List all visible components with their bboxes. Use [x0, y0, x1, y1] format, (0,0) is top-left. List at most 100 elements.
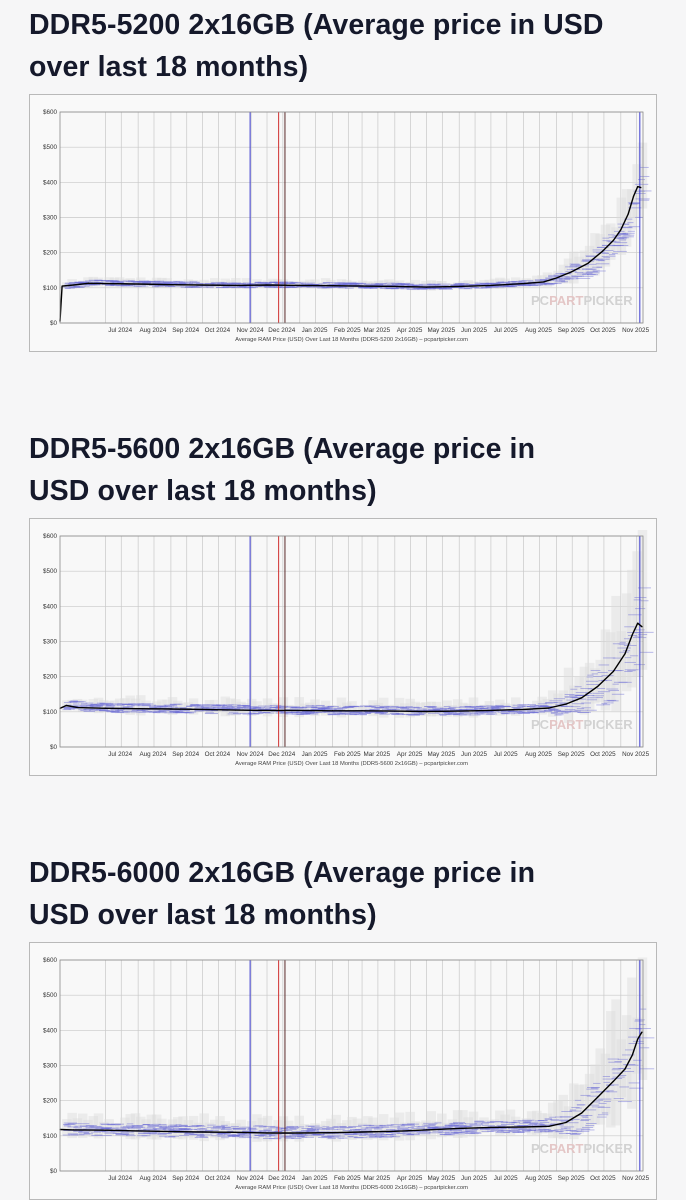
- plot-frame: [59, 959, 644, 1172]
- price-range-band: [463, 1117, 473, 1134]
- price-range-band: [125, 695, 135, 716]
- average-price-point: [299, 1132, 301, 1134]
- price-range-band: [299, 703, 310, 714]
- price-range-band: [542, 1113, 553, 1134]
- average-price-point: [87, 282, 90, 284]
- price-range-band: [331, 1114, 341, 1142]
- price-range-band: [621, 1015, 632, 1101]
- price-range-band: [231, 1123, 241, 1137]
- average-price-point: [65, 704, 67, 707]
- pcpartpicker-watermark: PCPARTPICKER: [531, 1141, 633, 1156]
- watermark-picker: PICKER: [584, 293, 634, 308]
- average-price-point: [201, 708, 204, 710]
- plot-frame: [59, 111, 644, 324]
- x-tick-label: Jul 2025: [494, 1175, 518, 1182]
- x-tick-label: Aug 2024: [139, 751, 166, 758]
- price-range-band: [204, 1122, 215, 1137]
- average-price-point: [104, 283, 107, 285]
- price-range-band: [252, 1114, 262, 1142]
- chart-caption: Average RAM Price (USD) Over Last 18 Mon…: [235, 1185, 468, 1191]
- x-tick-label: Apr 2025: [397, 751, 423, 758]
- price-chart-svg: $0 $100 $200 $300 $400 $500 $600 Jul 2024 Aug 20…: [43, 530, 654, 767]
- average-price-point: [394, 285, 396, 288]
- average-price-point: [555, 277, 557, 279]
- price-range-band: [199, 1113, 209, 1142]
- average-price-point: [61, 285, 63, 287]
- price-range-band: [347, 1116, 357, 1141]
- price-range-band: [289, 280, 299, 288]
- average-price-point: [361, 710, 363, 712]
- average-price-point: [631, 1054, 634, 1056]
- event-markers: [249, 960, 641, 1171]
- price-range-band: [241, 278, 252, 289]
- price-range-band: [273, 1120, 283, 1140]
- average-price-point: [490, 1126, 492, 1128]
- price-range-band: [632, 551, 642, 677]
- average-price-point: [641, 626, 643, 628]
- x-tick-label: Nov 2025: [622, 1175, 649, 1182]
- price-range-band: [595, 234, 605, 269]
- price-range-band: [521, 1118, 532, 1132]
- average-price-point: [266, 284, 268, 286]
- y-tick-label: $600: [43, 109, 58, 116]
- x-tick-label: Mar 2025: [364, 327, 391, 334]
- price-range-band: [347, 701, 357, 716]
- heading-line-2: USD over last 18 months): [29, 899, 377, 931]
- x-axis-ticks: Jul 2024 Aug 2024 Sep 2024 Oct 2024 Nov 2024…: [108, 1175, 649, 1182]
- price-range-band: [120, 698, 130, 714]
- price-range-band: [437, 1113, 447, 1138]
- watermark-part: PART: [549, 717, 583, 732]
- price-range-band: [167, 1119, 178, 1138]
- event-markers: [249, 112, 641, 323]
- price-range-band: [579, 250, 590, 277]
- average-price-point: [627, 213, 629, 215]
- price-range-band: [563, 258, 574, 284]
- x-tick-label: Sep 2025: [558, 751, 585, 758]
- y-tick-label: $500: [43, 992, 58, 999]
- price-range-band: [173, 1117, 183, 1139]
- price-range-band: [246, 1121, 257, 1139]
- y-tick-label: $300: [43, 215, 58, 222]
- x-tick-label: Jul 2024: [108, 751, 132, 758]
- price-range-band: [400, 703, 410, 716]
- price-range-band: [262, 1115, 273, 1142]
- price-range-band: [600, 1053, 611, 1115]
- heading-line-1: DDR5-5600 2x16GB (Average price in: [29, 433, 536, 465]
- average-price-point: [137, 283, 139, 285]
- price-range-band: [637, 957, 648, 1080]
- chart-caption: Average RAM Price (USD) Over Last 18 Mon…: [235, 337, 468, 343]
- average-price-point: [612, 239, 615, 241]
- y-axis-ticks: $0 $100 $200 $300 $400 $500 $600: [43, 957, 58, 1175]
- average-price-point: [73, 284, 75, 286]
- price-range-band: [146, 1114, 157, 1140]
- price-range-band: [352, 705, 363, 714]
- average-price-point: [548, 707, 550, 709]
- event-markers: [249, 536, 641, 747]
- x-tick-label: Aug 2024: [139, 327, 166, 334]
- average-price-point: [104, 1129, 107, 1131]
- price-range-band: [569, 685, 579, 712]
- x-axis-ticks: Jul 2024 Aug 2024 Sep 2024 Oct 2024 Nov 2024…: [108, 751, 649, 758]
- average-price-point: [624, 1068, 626, 1070]
- y-tick-label: $600: [43, 957, 58, 964]
- price-chart-svg: $0 $100 $200 $300 $400 $500 $600 Jul 2024 Aug 20…: [43, 109, 652, 343]
- price-range-band: [294, 1115, 304, 1142]
- price-range-band: [558, 690, 569, 714]
- x-tick-label: Mar 2025: [364, 1175, 391, 1182]
- x-tick-label: Jul 2025: [494, 751, 518, 758]
- price-range-band: [563, 667, 574, 724]
- average-price-point: [234, 284, 236, 286]
- y-tick-label: $400: [43, 1027, 58, 1034]
- average-price-point: [137, 708, 139, 710]
- average-price-point: [581, 697, 583, 699]
- price-range-band: [114, 698, 125, 714]
- average-price-point: [425, 1129, 428, 1131]
- price-range-band: [627, 189, 637, 230]
- price-range-band: [310, 1123, 320, 1138]
- price-range-band: [120, 278, 130, 287]
- average-price-point: [641, 1031, 643, 1033]
- y-tick-label: $600: [43, 533, 58, 540]
- price-range-band: [616, 197, 627, 255]
- plot-frame: [59, 535, 644, 748]
- price-range-band: [246, 698, 257, 716]
